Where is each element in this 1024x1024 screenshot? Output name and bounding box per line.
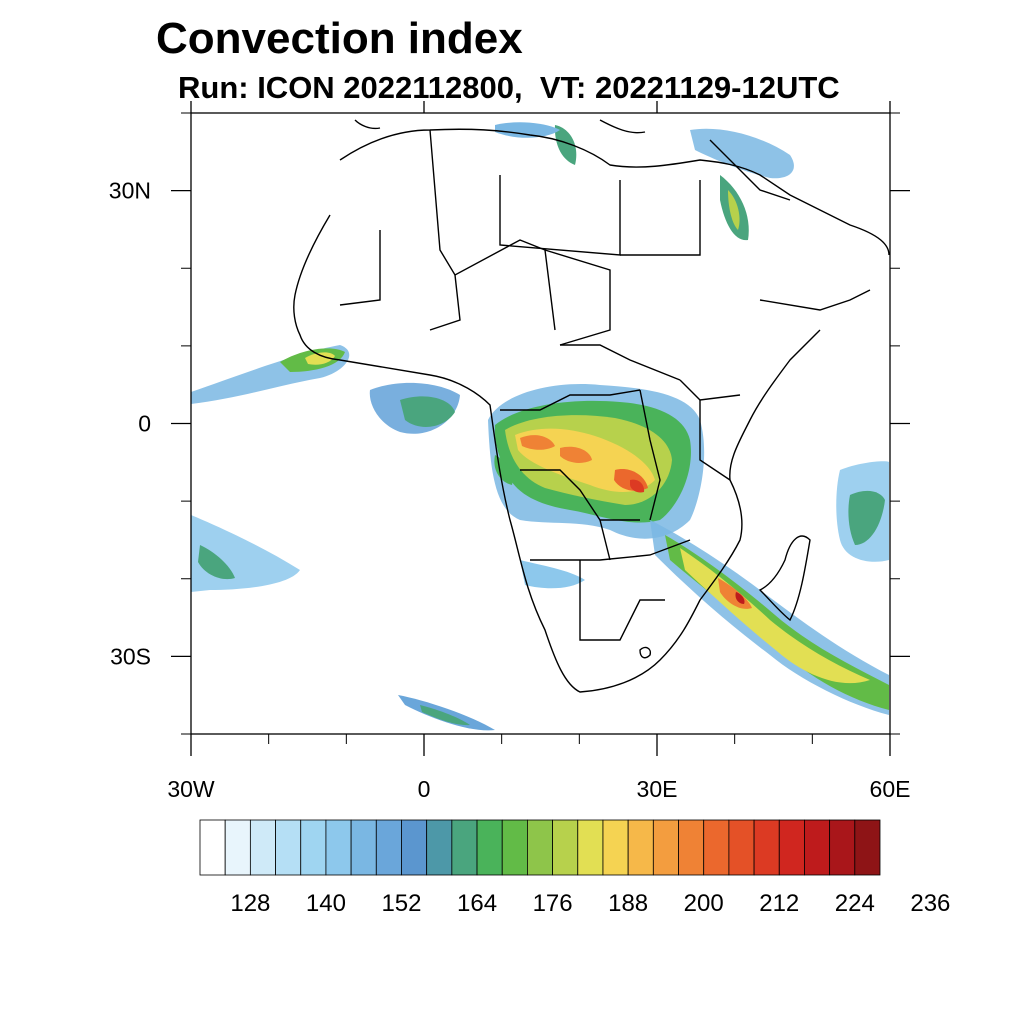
colorbar-swatch (602, 819, 629, 876)
colorbar-swatch (678, 819, 705, 876)
colorbar-swatch (703, 819, 730, 876)
colorbar-swatch (627, 819, 654, 876)
colorbar-swatch (325, 819, 352, 876)
lon-tick-label: 30W (167, 776, 215, 802)
colorbar-swatch (224, 819, 251, 876)
colorbar-swatch (577, 819, 604, 876)
colorbar-swatch (350, 819, 377, 876)
colorbar-label: 164 (457, 890, 497, 917)
lon-tick-label: 0 (418, 776, 431, 802)
lat-tick-label: 0 (138, 411, 151, 437)
colorbar-swatch (804, 819, 831, 876)
lon-tick-label: 30E (637, 776, 678, 802)
colorbar-labels: 128 140 152 164 176 188 200 212 224 236 (230, 890, 950, 917)
plot-subtitle: Run: ICON 2022112800, VT: 20221129-12UTC (178, 70, 840, 105)
colorbar-label: 212 (759, 890, 799, 917)
colorbar-swatch (451, 819, 478, 876)
lon-tick-label: 60E (870, 776, 911, 802)
colorbar-label: 224 (835, 890, 875, 917)
colorbar-swatch (854, 819, 881, 876)
colorbar (199, 819, 881, 876)
colorbar-swatch (552, 819, 579, 876)
colorbar-swatch (753, 819, 780, 876)
colorbar-label: 188 (608, 890, 648, 917)
colorbar-swatch (249, 819, 276, 876)
colorbar-swatch (300, 819, 327, 876)
colorbar-label: 236 (910, 890, 950, 917)
lat-tick-label: 30N (109, 178, 151, 204)
colorbar-label: 152 (381, 890, 421, 917)
colorbar-swatch (829, 819, 856, 876)
colorbar-swatch (501, 819, 528, 876)
convection-shading (191, 122, 889, 731)
axis-tick-labels: 30N 0 30S 30W 0 30E 60E (109, 178, 911, 802)
colorbar-swatch (375, 819, 402, 876)
colorbar-swatch (476, 819, 503, 876)
country-borders (293, 119, 890, 693)
colorbar-swatch (527, 819, 553, 876)
colorbar-swatch (728, 819, 755, 876)
colorbar-swatch (199, 819, 226, 876)
colorbar-swatch (778, 819, 805, 876)
colorbar-label: 176 (533, 890, 573, 917)
colorbar-swatch (426, 819, 453, 876)
lat-tick-label: 30S (110, 643, 151, 669)
colorbar-label: 128 (230, 890, 270, 917)
colorbar-swatch (275, 819, 302, 876)
colorbar-swatch (652, 819, 679, 876)
axis-ticks (171, 101, 910, 756)
colorbar-label: 140 (306, 890, 346, 917)
plot-title: Convection index (156, 14, 523, 63)
colorbar-swatch (401, 819, 428, 876)
colorbar-label: 200 (684, 890, 724, 917)
